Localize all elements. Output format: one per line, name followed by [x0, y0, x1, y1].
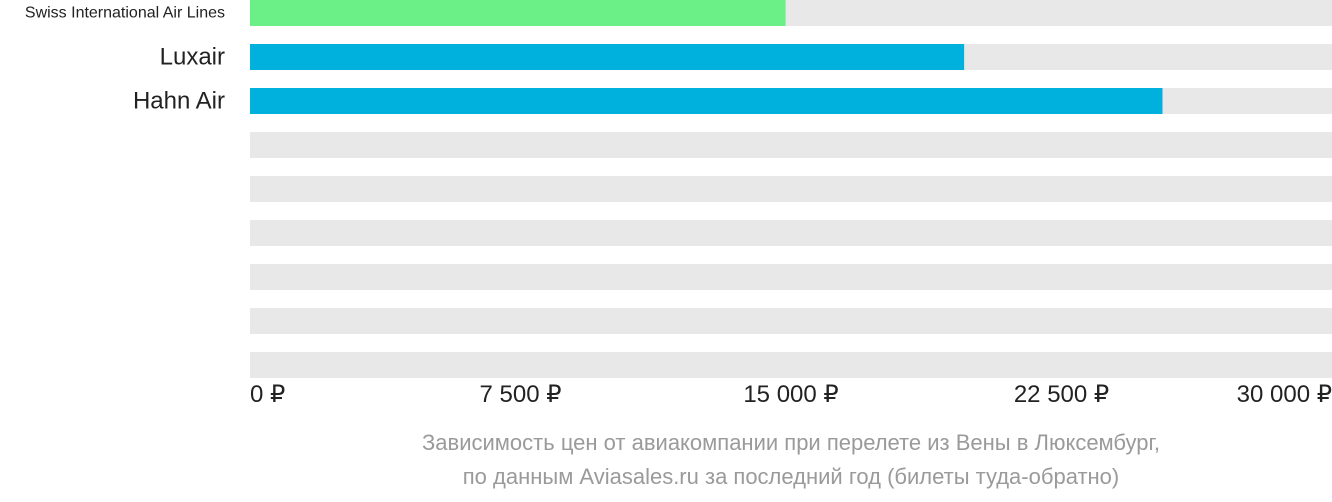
chart-caption: Зависимость цен от авиакомпании при пере…: [250, 426, 1332, 494]
price-by-airline-chart: Swiss International Air Lines Luxair Hahn …: [25, 0, 1332, 408]
bar: [250, 44, 965, 70]
category-label: Swiss International Air Lines: [25, 5, 225, 22]
bars: [250, 0, 1163, 114]
bar-track: [250, 352, 1332, 378]
category-label: Hahn Air: [133, 88, 225, 115]
x-tick-label: 30 000 ₽: [1237, 381, 1332, 408]
x-tick-label: 7 500 ₽: [480, 381, 562, 408]
x-tick-label: 0 ₽: [250, 381, 285, 408]
bar-track: [250, 308, 1332, 334]
x-tick-label: 22 500 ₽: [1014, 381, 1109, 408]
bar: [250, 0, 786, 26]
bar-track: [250, 176, 1332, 202]
bar-track: [250, 132, 1332, 158]
caption-line-1: Зависимость цен от авиакомпании при пере…: [422, 430, 1160, 455]
bar-track: [250, 264, 1332, 290]
bar-track: [250, 220, 1332, 246]
x-tick-label: 15 000 ₽: [743, 381, 838, 408]
bar-tracks: [250, 0, 1332, 378]
category-labels: Swiss International Air Lines Luxair Hahn …: [25, 5, 225, 115]
category-label: Luxair: [160, 44, 225, 71]
x-axis-tick-labels: 0 ₽ 7 500 ₽ 15 000 ₽ 22 500 ₽ 30 000 ₽: [250, 381, 1332, 408]
bar: [250, 88, 1163, 114]
caption-line-2: по данным Aviasales.ru за последний год …: [462, 464, 1120, 489]
